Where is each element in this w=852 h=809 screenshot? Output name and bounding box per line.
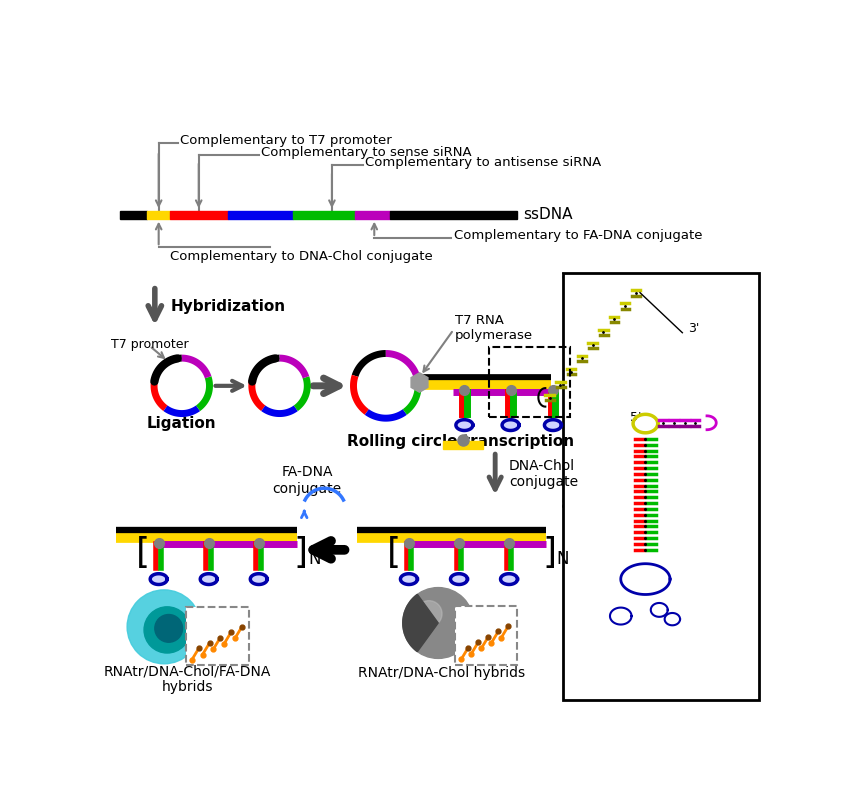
Polygon shape [200,574,217,584]
Polygon shape [502,420,519,430]
Text: T7 promoter: T7 promoter [111,337,188,351]
Text: N: N [308,550,320,568]
Bar [147,211,170,218]
Bar [186,607,249,665]
Bar [228,211,293,218]
Bar [170,211,228,218]
Text: [: [ [387,536,400,570]
Circle shape [144,607,190,653]
Polygon shape [400,574,417,584]
Text: Complementary to sense siRNA: Complementary to sense siRNA [261,146,472,159]
Text: ]: ] [542,536,556,570]
Text: Ligation: Ligation [147,416,216,431]
Polygon shape [150,574,167,584]
Circle shape [403,587,474,659]
Text: DNA-Chol
conjugate: DNA-Chol conjugate [509,460,579,489]
Polygon shape [250,574,268,584]
Circle shape [127,590,201,664]
Text: Complementary to FA-DNA conjugate: Complementary to FA-DNA conjugate [453,229,702,242]
Bar [389,211,516,218]
Bar [455,606,516,664]
Polygon shape [451,574,468,584]
Bar [120,211,147,218]
Text: Hybridization: Hybridization [170,299,285,314]
Text: FA-DNA
conjugate: FA-DNA conjugate [273,465,342,496]
Text: Complementary to DNA-Chol conjugate: Complementary to DNA-Chol conjugate [170,250,433,263]
Text: Complementary to T7 promoter: Complementary to T7 promoter [181,134,392,147]
Bar [563,273,759,700]
Text: N: N [556,550,569,568]
Text: ssDNA: ssDNA [523,207,573,222]
Circle shape [155,615,182,642]
Polygon shape [544,420,561,430]
Text: RNAtr/DNA-Chol hybrids: RNAtr/DNA-Chol hybrids [359,666,526,680]
Polygon shape [501,574,517,584]
Bar [355,211,389,218]
Polygon shape [403,595,438,651]
Text: Rolling circle transcription: Rolling circle transcription [348,434,574,449]
Text: [: [ [136,536,150,570]
Text: Complementary to antisense siRNA: Complementary to antisense siRNA [365,156,602,169]
Text: RNAtr/DNA-Chol/FA-DNA
hybrids: RNAtr/DNA-Chol/FA-DNA hybrids [103,664,271,694]
Text: 3': 3' [688,322,699,336]
Polygon shape [456,420,473,430]
Circle shape [416,600,442,627]
Bar [489,347,570,417]
Bar [293,211,355,218]
Text: ]: ] [293,536,308,570]
Text: 5': 5' [630,411,642,424]
Text: T7 RNA
polymerase: T7 RNA polymerase [455,314,533,342]
Bar [443,441,483,449]
